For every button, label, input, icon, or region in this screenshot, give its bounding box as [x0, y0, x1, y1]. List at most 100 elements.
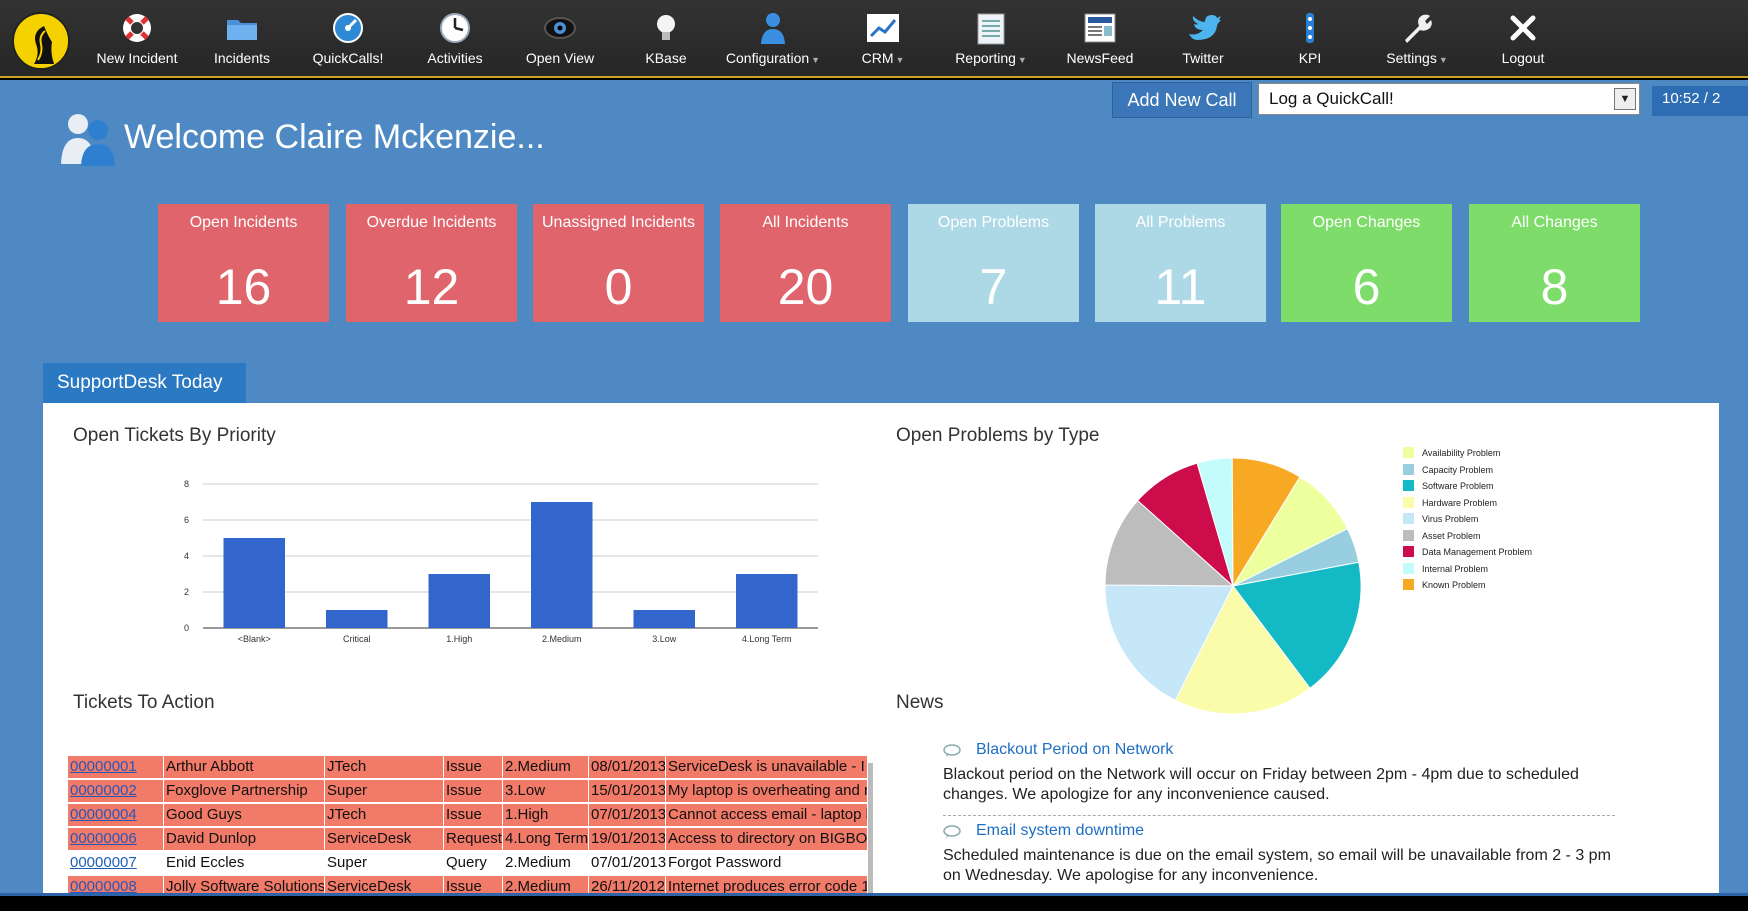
legend-label: Known Problem: [1422, 580, 1486, 590]
top-navigation-bar: New Incident Incidents QuickCalls! Activiti…: [0, 0, 1748, 78]
ticket-priority: 3.Low: [503, 780, 589, 802]
legend-item: Capacity Problem: [1403, 463, 1532, 481]
legend-label: Capacity Problem: [1422, 464, 1494, 475]
nav-logout[interactable]: Logout: [1473, 8, 1573, 70]
nav-label: Incidents: [213, 50, 271, 66]
ticket-priority: 2.Medium: [503, 756, 589, 778]
ticket-name: Jolly Software Solutions: [164, 876, 325, 893]
nav-label: Reporting: [955, 50, 1016, 66]
tile-overdue-incidents[interactable]: Overdue Incidents 12: [346, 204, 517, 322]
nav-crm[interactable]: CRM ▼: [833, 8, 933, 70]
ticket-date: 19/01/2013: [589, 828, 666, 850]
nav-new-incident[interactable]: New Incident: [87, 8, 187, 70]
nav-label: CRM: [861, 50, 894, 66]
nav-open-view[interactable]: Open View: [510, 8, 610, 70]
table-row[interactable]: 00000002 Foxglove Partnership Super Issue 3.…: [68, 780, 867, 802]
tickets-scrollbar[interactable]: [868, 763, 873, 893]
ticket-id-link[interactable]: 00000007: [70, 854, 137, 871]
pie-slice[interactable]: [1232, 561, 1362, 689]
dashboard-main: Add New Call Log a QuickCall! ▼ 10:52 / …: [0, 80, 1748, 896]
legend-label: Data Management Problem: [1422, 547, 1533, 557]
ticket-name: Foxglove Partnership: [164, 780, 325, 802]
ticket-priority: 2.Medium: [505, 854, 571, 871]
pie-slice[interactable]: [1231, 457, 1301, 588]
bar[interactable]: [223, 538, 286, 628]
nav-newsfeed[interactable]: NewsFeed: [1050, 8, 1150, 70]
quickcall-select[interactable]: Log a QuickCall! ▼: [1258, 83, 1640, 115]
bar[interactable]: [428, 574, 491, 628]
ticket-id-link[interactable]: 00000002: [68, 780, 164, 802]
news-item-title[interactable]: Blackout Period on Network: [976, 741, 1174, 758]
legend-swatch: [1403, 529, 1414, 541]
ticket-summary: Access to directory on BIGBOY: [666, 828, 867, 850]
ticket-id-link[interactable]: 00000008: [68, 876, 164, 893]
nav-kbase[interactable]: KBase: [616, 8, 716, 70]
supportdesk-today-panel: Open Tickets By Priority Open Problems b…: [43, 403, 1719, 893]
add-new-call-button[interactable]: Add New Call: [1112, 82, 1252, 118]
ticket-date: 07/01/2013: [589, 804, 666, 826]
ticket-id-link[interactable]: 00000004: [68, 804, 164, 826]
nav-label: QuickCalls!: [312, 50, 384, 66]
lightbulb-icon: [657, 15, 675, 40]
table-row[interactable]: 00000008 Jolly Software Solutions ServiceD…: [68, 876, 867, 893]
problem-type-pie-chart: [1104, 457, 1362, 715]
nav-activities[interactable]: Activities: [405, 8, 505, 70]
nav-kpi[interactable]: KPI: [1260, 8, 1360, 70]
ticket-summary: Forgot Password: [668, 854, 782, 871]
bar[interactable]: [326, 610, 388, 628]
bar-chart-title: Open Tickets By Priority: [73, 425, 276, 446]
legend-swatch: [1403, 546, 1414, 557]
legend-swatch: [1403, 496, 1414, 508]
ticket-id-link[interactable]: 00000001: [68, 756, 164, 778]
table-row[interactable]: 00000006 David Dunlop ServiceDesk Request 4.…: [68, 828, 867, 850]
nav-reporting[interactable]: Reporting ▼: [941, 8, 1041, 70]
speech-bubble-icon: [943, 744, 961, 758]
ticket-company: Super: [327, 854, 368, 871]
tile-all-changes[interactable]: All Changes 8: [1469, 204, 1640, 322]
tile-all-problems[interactable]: All Problems 11: [1095, 204, 1266, 322]
report-icon: [977, 13, 1005, 45]
tickets-title: Tickets To Action: [73, 692, 215, 713]
pie-slice[interactable]: [1104, 584, 1234, 701]
nav-twitter[interactable]: Twitter: [1153, 8, 1253, 70]
tile-unassigned-incidents[interactable]: Unassigned Incidents 0: [533, 204, 704, 322]
tile-label: Overdue Incidents: [366, 214, 497, 231]
bar[interactable]: [736, 574, 798, 628]
ticket-name: David Dunlop: [164, 828, 325, 850]
y-tick-label: 8: [184, 479, 189, 489]
ticket-company: JTech: [325, 804, 444, 826]
bar[interactable]: [633, 610, 696, 628]
bar[interactable]: [531, 502, 593, 628]
nav-label: Activities: [427, 50, 483, 66]
legend-label: Virus Problem: [1422, 514, 1479, 524]
speedometer-icon: [333, 13, 363, 43]
table-row[interactable]: 00000004 Good Guys JTech Issue 1.High 07/01/2…: [68, 804, 867, 826]
nav-quickcalls[interactable]: QuickCalls!: [298, 8, 398, 70]
chevron-down-icon[interactable]: ▼: [1614, 88, 1636, 110]
tile-count: 16: [215, 259, 272, 315]
nav-incidents[interactable]: Incidents: [192, 8, 292, 70]
tile-open-incidents[interactable]: Open Incidents 16: [158, 204, 329, 322]
app-logo[interactable]: [12, 12, 70, 70]
tile-open-problems[interactable]: Open Problems 7: [908, 204, 1079, 322]
ticket-date: 08/01/2013: [589, 756, 666, 778]
tile-all-incidents[interactable]: All Incidents 20: [720, 204, 891, 322]
speech-bubble-icon: [943, 825, 961, 839]
ticket-name: Arthur Abbott: [164, 756, 325, 778]
tile-open-changes[interactable]: Open Changes 6: [1281, 204, 1452, 322]
newspaper-icon: [1084, 13, 1116, 43]
table-row[interactable]: 00000001 Arthur Abbott JTech Issue 2.Medium 0…: [68, 756, 867, 778]
pie-slice[interactable]: [1174, 585, 1311, 715]
nav-configuration[interactable]: Configuration ▼: [723, 8, 823, 70]
ticket-priority: 2.Medium: [503, 876, 589, 893]
table-row[interactable]: 00000007 Enid Eccles Super Query 2.Medium 07/…: [68, 852, 867, 874]
ticket-id-link[interactable]: 00000006: [68, 828, 164, 850]
nav-settings[interactable]: Settings ▼: [1367, 8, 1467, 70]
chevron-down-icon: ▼: [1017, 55, 1027, 65]
priority-bar-chart: 0 2 4 6 8 <Blank> Critical 1.High 2.Medium 3.Low 4…: [184, 479, 818, 644]
y-tick-label: 0: [184, 623, 189, 633]
tab-supportdesk-today[interactable]: SupportDesk Today: [43, 363, 246, 403]
news-item-body: Blackout period on the Network will occu…: [943, 766, 1579, 803]
pie-slice[interactable]: [1104, 499, 1235, 587]
news-item-title[interactable]: Email system downtime: [976, 822, 1145, 839]
